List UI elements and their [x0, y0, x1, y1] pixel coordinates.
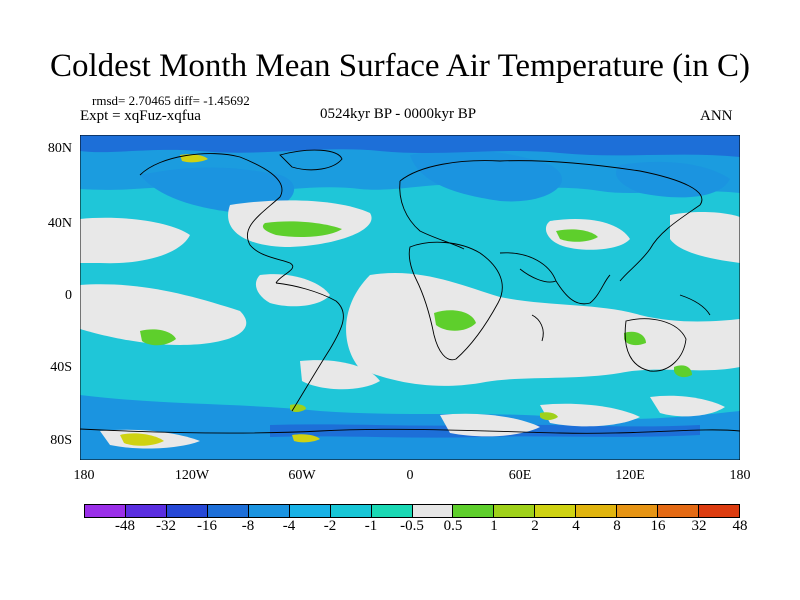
colorbar-label: 0.5 — [443, 518, 463, 534]
colorbar-label: 16 — [650, 518, 666, 534]
colorbar-label: 48 — [732, 518, 748, 534]
colorbar-label: -1 — [364, 518, 378, 534]
y-label-40n: 40N — [47, 216, 72, 231]
colorbar-label: 32 — [691, 518, 707, 534]
stats-text: rmsd= 2.70465 diff= -1.45692 — [92, 93, 250, 108]
colorbar-label: 2 — [531, 518, 539, 534]
experiment-label: Expt = xqFuz-xqfua — [80, 108, 201, 124]
colorbar-label: -8 — [241, 518, 255, 534]
colorbar-swatch — [371, 505, 413, 517]
x-label-120w: 120W — [174, 468, 210, 483]
period-label: 0524kyr BP - 0000kyr BP — [320, 106, 477, 122]
y-label-80n: 80N — [47, 141, 72, 156]
colorbar-label: -2 — [323, 518, 337, 534]
colorbar-swatch — [617, 505, 659, 517]
colorbar-label: 4 — [572, 518, 580, 534]
colorbar-swatch — [248, 505, 290, 517]
chart-title: Coldest Month Mean Surface Air Temperatu… — [50, 48, 750, 84]
colorbar-swatch — [330, 505, 372, 517]
colorbar-label: -48 — [115, 518, 135, 534]
x-label-60e: 60E — [508, 468, 532, 483]
colorbar-swatch — [289, 505, 331, 517]
colorbar-swatch — [453, 505, 495, 517]
colorbar-label: -32 — [156, 518, 176, 534]
y-label-0: 0 — [65, 288, 72, 303]
x-label-180w: 180 — [73, 468, 95, 483]
colorbar — [84, 504, 740, 518]
colorbar-swatch — [658, 505, 700, 517]
colorbar-swatch — [699, 505, 739, 517]
x-label-60w: 60W — [288, 468, 316, 483]
season-label: ANN — [700, 108, 733, 124]
colorbar-swatch — [412, 505, 454, 517]
colorbar-swatch — [125, 505, 167, 517]
colorbar-swatch — [85, 505, 126, 517]
colorbar-swatch — [207, 505, 249, 517]
colorbar-swatch — [576, 505, 618, 517]
colorbar-swatch — [535, 505, 577, 517]
coastlines — [80, 149, 740, 434]
colorbar-label: 8 — [613, 518, 621, 534]
colorbar-label: -16 — [197, 518, 217, 534]
x-label-0: 0 — [406, 468, 414, 483]
colorbar-label: -4 — [282, 518, 296, 534]
y-label-40s: 40S — [50, 360, 72, 375]
x-label-120e: 120E — [615, 468, 645, 483]
colorbar-label: -0.5 — [400, 518, 424, 534]
y-label-80s: 80S — [50, 433, 72, 448]
colorbar-swatch — [494, 505, 536, 517]
colorbar-swatch — [166, 505, 208, 517]
x-label-180e: 180 — [729, 468, 751, 483]
warm-anomaly-regions — [120, 154, 692, 446]
temperature-map — [80, 135, 740, 460]
colorbar-label: 1 — [490, 518, 498, 534]
